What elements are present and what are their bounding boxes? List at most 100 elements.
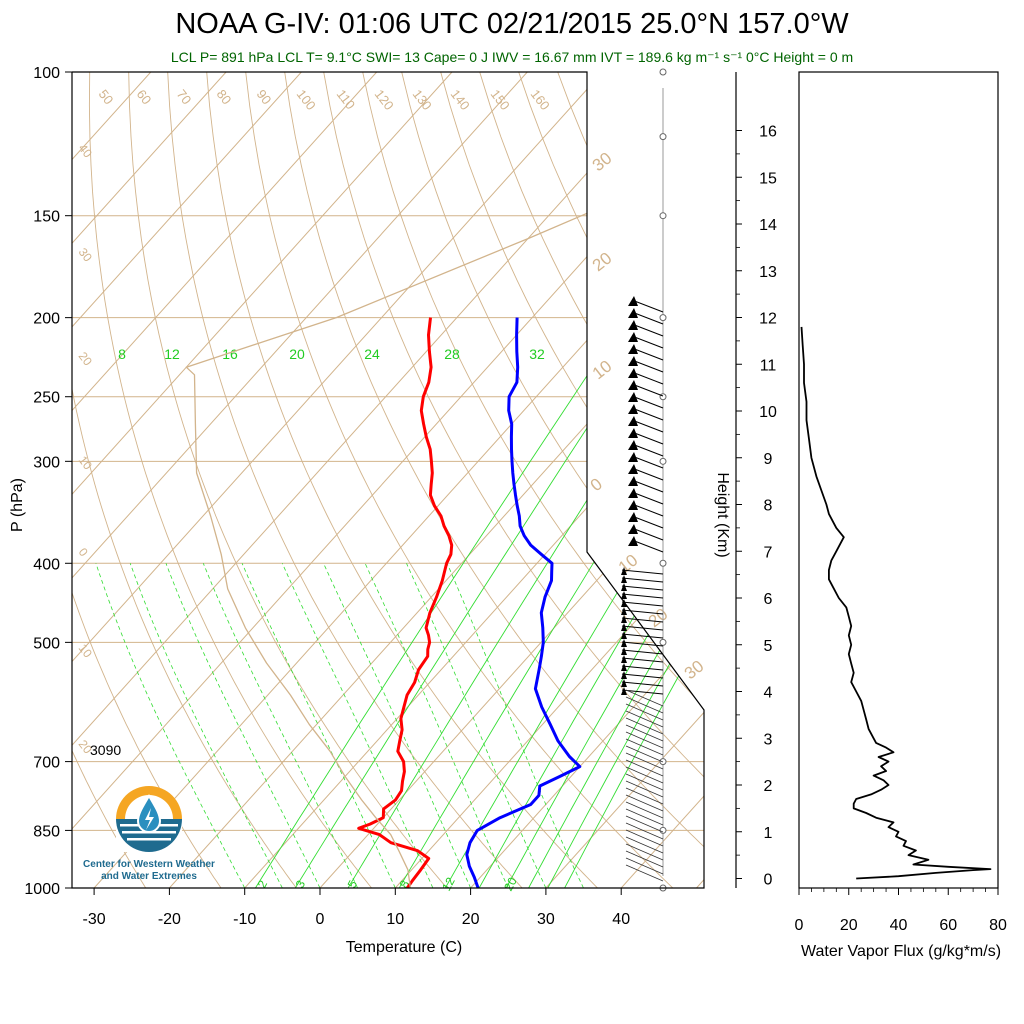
wind-barb-flag: [628, 500, 638, 510]
height-tick-label: 4: [764, 685, 773, 702]
wind-barb: [625, 766, 664, 784]
left-isotherm-label: 40: [76, 141, 95, 160]
wind-barb-flag: [628, 344, 638, 354]
wind-barb: [625, 710, 664, 728]
wind-barb: [621, 601, 664, 607]
wind-barb-flag: [628, 440, 638, 450]
skew-labels: 50 60 70 80 90 100 110 120 130 140 150 160403020100…: [76, 87, 708, 894]
wind-barb: [621, 569, 664, 575]
height-axis-label: Height (Km): [714, 472, 731, 557]
flux-x-tick-label: 40: [890, 917, 908, 934]
wind-barb-flag: [628, 416, 638, 426]
x-tick-label: 40: [612, 911, 630, 928]
mixing-ratio-line: [294, 317, 660, 888]
height-tick-label: 0: [764, 872, 773, 889]
wind-barb-flag: [628, 452, 638, 462]
wind-barb: [631, 335, 664, 349]
y-tick-label: 1000: [24, 881, 60, 898]
wind-barb-flag: [621, 655, 627, 663]
mixing-ratio-bottom-label: 20: [501, 875, 520, 894]
isotherm-line: [169, 72, 704, 888]
height-tick-label: 8: [764, 498, 773, 515]
dry-adiabat-line: [401, 72, 704, 888]
barb-calm-circle: [659, 638, 667, 646]
height-tick-label: 9: [764, 451, 773, 468]
wind-barb: [631, 479, 664, 493]
flux-series-line: [800, 326, 992, 880]
wind-barbs: [621, 68, 667, 892]
mixing-ratio-line: [547, 317, 704, 888]
wind-barb-flag: [628, 320, 638, 330]
wind-barb: [631, 527, 664, 541]
wind-barb: [625, 689, 664, 707]
wind-barb: [621, 577, 664, 583]
wind-barb-flag: [628, 380, 638, 390]
wind-barb: [625, 703, 664, 721]
series-line-parcel: [185, 72, 704, 888]
mixing-ratio-label: 20: [289, 346, 305, 362]
upper-isotherm-label: 130: [410, 87, 435, 113]
upper-isotherm-label: 120: [372, 87, 397, 113]
upper-isotherm-label: 70: [174, 87, 195, 108]
wind-barb: [631, 419, 664, 433]
cw3e-logo: Center for Western Weather and Water Ext…: [66, 784, 232, 883]
moist-adiabat-line: [202, 563, 358, 888]
mixing-ratio-line: [444, 317, 704, 888]
mixing-ratio-label: 8: [118, 346, 126, 362]
wind-barb-flag: [621, 679, 627, 687]
wind-barb-flag: [628, 464, 638, 474]
wind-barb: [625, 864, 664, 882]
height-annotation: 3090: [90, 742, 121, 758]
wind-barb-flag: [621, 567, 627, 575]
x-tick-label: 30: [537, 911, 555, 928]
wind-barb-flag: [628, 488, 638, 498]
left-isotherm-label: 0: [76, 545, 91, 559]
height-tick-label: 5: [764, 638, 773, 655]
wind-barb-flag: [628, 368, 638, 378]
dry-adiabat-line: [479, 72, 704, 888]
chart-title: NOAA G-IV: 01:06 UTC 02/21/2015 25.0°N 1…: [175, 8, 849, 40]
moist-adiabat-line: [446, 563, 584, 888]
right-adiabat-label: 20: [589, 249, 616, 276]
wind-barb: [631, 407, 664, 421]
height-tick-label: 1: [764, 825, 773, 842]
wind-barb: [621, 625, 664, 631]
wind-barb-flag: [621, 631, 627, 639]
series-line-temperature: [357, 317, 454, 888]
height-tick-label: 16: [759, 124, 777, 141]
wind-barb-flag: [628, 356, 638, 366]
wind-barb: [621, 617, 664, 623]
isotherm-line: [72, 72, 453, 888]
height-tick-label: 7: [764, 544, 773, 561]
moist-adiabat-line: [406, 563, 547, 888]
upper-isotherm-label: 50: [96, 87, 117, 108]
chart-subtitle: LCL P= 891 hPa LCL T= 9.1°C SWI= 13 Cape…: [170, 49, 854, 65]
dry-adiabat-line: [0, 72, 4, 905]
wind-barb-flag: [621, 647, 627, 655]
wind-barb: [625, 857, 664, 875]
wind-barb-flag: [628, 296, 638, 306]
right-adiabat-label: 30: [681, 657, 708, 684]
flux-x-tick-label: 60: [939, 917, 957, 934]
y-tick-label: 300: [33, 454, 60, 471]
isotherm-line: [72, 72, 378, 888]
wind-barb: [631, 359, 664, 373]
barb-calm-circle: [659, 133, 667, 141]
barb-calm-circle: [659, 68, 667, 76]
wind-barb-flag: [621, 623, 627, 631]
height-tick-label: 6: [764, 591, 773, 608]
y-tick-label: 150: [33, 209, 60, 226]
logo-line-1: Center for Western Weather: [83, 859, 215, 870]
wind-barb: [631, 431, 664, 445]
wind-barb-flag: [621, 591, 627, 599]
wind-barb: [625, 836, 664, 854]
left-isotherm-label: 10: [76, 641, 95, 660]
wind-barb: [631, 311, 664, 325]
upper-isotherm-label: 60: [134, 87, 155, 108]
isotherm-line: [319, 72, 704, 888]
flux-x-axis-label: Water Vapor Flux (g/kg*m/s): [801, 943, 1001, 960]
isotherm-line: [696, 72, 704, 888]
wind-barb: [625, 773, 664, 791]
wind-barb: [625, 829, 664, 847]
right-adiabat-label: 10: [589, 357, 616, 384]
